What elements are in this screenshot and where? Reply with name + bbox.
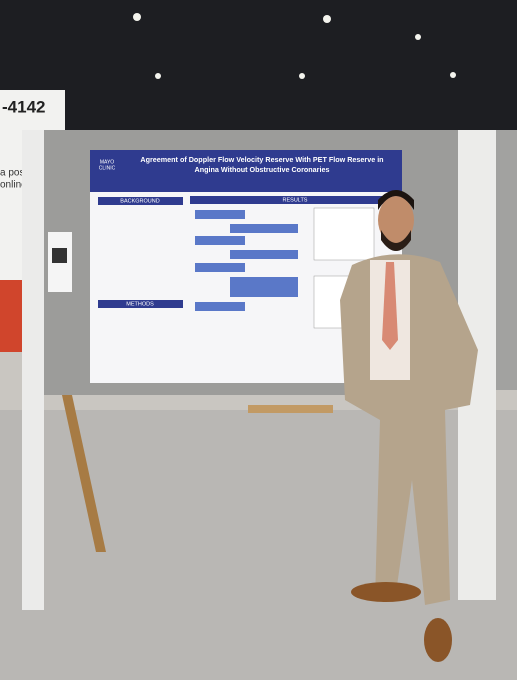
qr-code [52, 248, 67, 263]
flow-boxes [195, 210, 298, 311]
ceiling [0, 0, 517, 135]
poster-title: Agreement of Doppler Flow Velocity Reser… [140, 155, 383, 164]
logo: MAYO [100, 159, 114, 165]
plot [313, 207, 375, 261]
section-bar [190, 196, 400, 204]
ceiling-lights [133, 13, 456, 79]
section-bar [98, 197, 183, 205]
person [340, 190, 478, 662]
sign-text: online. [0, 180, 29, 191]
easel-leg [62, 395, 106, 552]
sign-text: a poster [0, 168, 37, 179]
section-heading: METHODS [126, 301, 154, 307]
plank [248, 405, 333, 413]
section-bar [98, 300, 183, 308]
section-heading: RESULTS [283, 197, 308, 203]
logo: CLINIC [99, 165, 116, 171]
poster-title: Angina Without Obstructive Coronaries [195, 165, 330, 174]
board-leg [22, 130, 44, 610]
poster-header [90, 150, 402, 192]
section-heading: BACKGROUND [120, 198, 159, 204]
sign-number: -4142 [2, 97, 45, 116]
